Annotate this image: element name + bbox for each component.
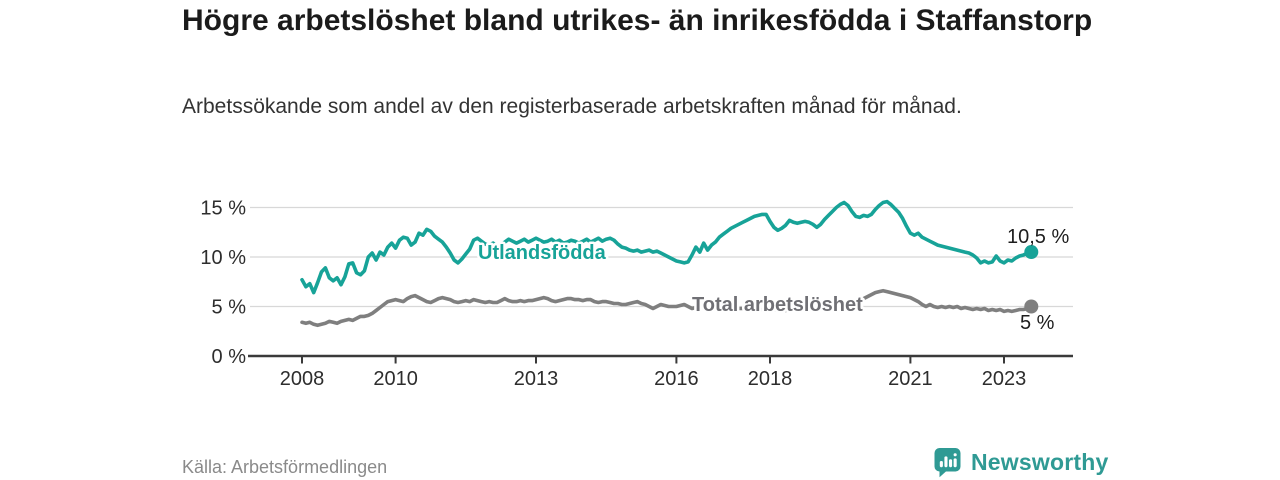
source-note: Källa: Arbetsförmedlingen [182,457,388,477]
x-tick-label-2016: 2016 [654,368,699,390]
newsworthy-logo: Newsworthy [933,447,1108,478]
x-tick-label-2023: 2023 [982,368,1027,390]
series-line-total [300,288,1034,328]
end-value-label-total: 5 % [1020,312,1055,334]
y-tick-label-15: 15 % [200,198,246,220]
newsworthy-logo-icon [934,448,961,478]
series-label-utlandsfodda: Utlandsfödda [478,242,607,264]
end-value-label-utlandsfodda: 10,5 % [1007,226,1069,248]
newsworthy-logo-text: Newsworthy [971,449,1109,475]
x-tick-label-2008: 2008 [280,368,325,390]
x-tick-label-2013: 2013 [514,368,559,390]
chart-subtitle: Arbetssökande som andel av den registerb… [182,95,962,118]
series-label-total: Total arbetslöshet [692,294,863,316]
end-dot-utlandsfodda [1024,245,1039,260]
x-tick-label-2018: 2018 [748,368,793,390]
x-tick-label-2021: 2021 [888,368,933,390]
end-dot-total [1024,299,1039,314]
chart-title: Högre arbetslöshet bland utrikes- än inr… [182,4,1093,37]
y-tick-label-5: 5 % [212,297,247,319]
y-tick-label-10: 10 % [200,247,246,269]
y-tick-label-0: 0 % [212,346,247,368]
series-line-utlandsfodda [300,199,1034,295]
x-tick-label-2010: 2010 [373,368,418,390]
